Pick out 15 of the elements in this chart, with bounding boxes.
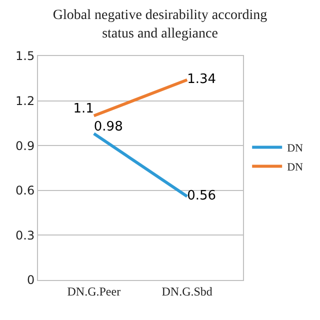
y-tick-label: 1.5	[16, 49, 35, 64]
y-tick-label: 0.9	[16, 138, 35, 153]
y-tick-label: 0.3	[16, 228, 35, 242]
x-tick-label: DN.G.Sbd	[162, 284, 212, 298]
y-tick-label: 1.2	[16, 94, 35, 108]
legend-label: DN	[287, 162, 304, 174]
data-label: 1.34	[187, 72, 216, 88]
data-label: 0.56	[187, 188, 216, 204]
data-label: 0.98	[94, 119, 123, 134]
x-tick-label: DN.G.Peer	[67, 284, 121, 298]
data-label: 1.1	[73, 101, 94, 116]
y-tick-label: 0	[26, 273, 35, 288]
chart-title: Global negative desirability according status and allegiance	[52, 8, 268, 42]
legend-label: DN	[287, 142, 304, 155]
y-tick-label: 0.6	[16, 184, 35, 198]
